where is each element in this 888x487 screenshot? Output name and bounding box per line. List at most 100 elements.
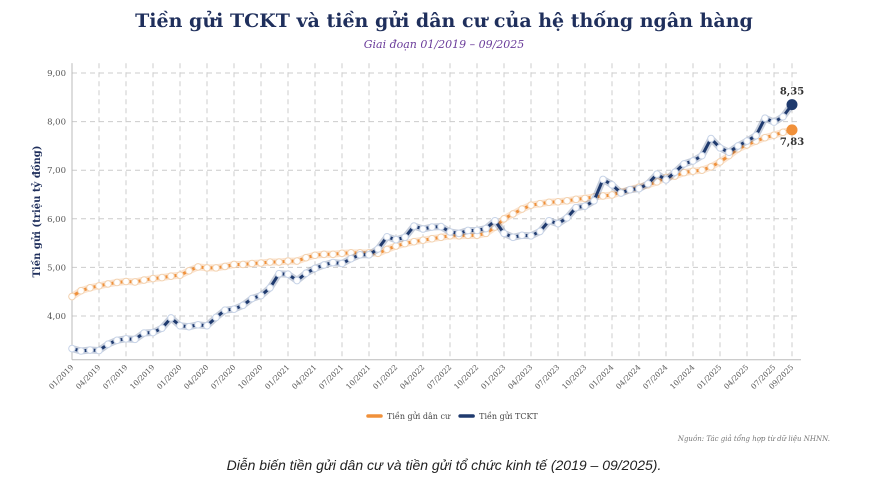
data-point xyxy=(68,292,76,301)
data-point xyxy=(95,282,103,290)
x-tick-label: 10/2022 xyxy=(452,363,481,392)
data-point xyxy=(446,228,454,236)
data-point xyxy=(455,229,463,238)
data-point xyxy=(320,261,328,269)
data-point xyxy=(779,112,787,121)
data-point xyxy=(104,280,112,288)
data-point xyxy=(77,347,85,355)
x-tick-label: 04/2024 xyxy=(614,363,643,392)
data-point xyxy=(338,259,346,268)
data-point xyxy=(707,134,715,143)
data-point xyxy=(176,271,184,279)
x-tick-label: 01/2021 xyxy=(263,363,291,391)
data-point xyxy=(536,227,544,236)
data-point xyxy=(131,335,139,344)
end-point xyxy=(786,99,798,111)
y-tick-label: 8,00 xyxy=(47,118,66,128)
x-tick-label: 01/2022 xyxy=(371,363,400,392)
data-point xyxy=(752,131,760,140)
data-point xyxy=(86,346,94,354)
data-point xyxy=(725,148,733,157)
data-point xyxy=(680,160,688,168)
data-point xyxy=(77,286,85,295)
data-point xyxy=(320,250,328,259)
end-value-label: 8,35 xyxy=(780,87,804,98)
data-point xyxy=(518,205,526,213)
data-point xyxy=(221,262,229,271)
data-point xyxy=(500,229,508,238)
data-point xyxy=(527,232,535,240)
data-point xyxy=(167,314,175,322)
data-point xyxy=(383,232,391,241)
x-tick-label: 04/2022 xyxy=(398,363,427,392)
data-point xyxy=(239,301,247,310)
data-point xyxy=(770,118,778,126)
data-point xyxy=(509,210,517,218)
data-point xyxy=(266,284,274,292)
x-tick-label: 07/2022 xyxy=(425,363,454,392)
data-point xyxy=(653,170,661,178)
x-tick-label: 04/2019 xyxy=(74,363,103,392)
x-tick-label: 01/2023 xyxy=(479,363,508,392)
data-point xyxy=(698,151,706,160)
data-point xyxy=(329,258,337,267)
data-point xyxy=(365,250,373,259)
data-point xyxy=(392,235,400,244)
data-point xyxy=(761,133,769,142)
data-point xyxy=(707,162,715,171)
x-tick-label: 10/2024 xyxy=(668,363,697,392)
data-point xyxy=(554,219,562,228)
x-tick-label: 04/2023 xyxy=(506,363,535,392)
data-point xyxy=(284,270,292,279)
data-point xyxy=(194,320,202,329)
chart-subtitle: Giai đoạn 01/2019 – 09/2025 xyxy=(363,38,525,51)
end-value-label: 7,83 xyxy=(780,137,804,148)
data-point xyxy=(68,344,76,353)
chart-title: Tiền gửi TCKT và tiền gửi dân cư của hệ … xyxy=(135,10,753,32)
legend-label: Tiền gửi dân cư xyxy=(387,412,451,421)
x-tick-label: 07/2024 xyxy=(641,363,670,392)
x-tick-label: 07/2020 xyxy=(209,363,238,392)
data-point xyxy=(545,198,553,207)
data-point xyxy=(176,321,184,330)
data-point xyxy=(122,277,130,286)
data-point xyxy=(113,278,121,287)
data-point xyxy=(581,202,589,210)
data-point xyxy=(302,253,310,262)
data-point xyxy=(329,250,337,259)
end-point xyxy=(786,124,798,136)
data-point xyxy=(347,254,355,263)
data-point xyxy=(419,225,427,233)
data-point xyxy=(473,226,481,235)
x-tick-label: 07/2019 xyxy=(101,363,130,392)
data-point xyxy=(572,203,580,212)
data-point xyxy=(374,245,382,253)
x-tick-label: 10/2020 xyxy=(236,363,265,392)
data-point xyxy=(293,276,301,285)
data-point xyxy=(500,215,508,223)
data-point xyxy=(302,269,310,278)
data-point xyxy=(644,180,652,188)
data-point xyxy=(509,233,517,242)
data-point xyxy=(734,142,742,150)
data-point xyxy=(284,257,292,265)
data-point xyxy=(419,236,427,244)
data-point xyxy=(239,260,247,269)
data-point xyxy=(464,226,472,235)
data-point xyxy=(131,278,139,286)
legend-label: Tiền gửi TCKT xyxy=(479,412,538,421)
data-point xyxy=(392,242,400,250)
data-point xyxy=(230,260,238,269)
data-point xyxy=(410,222,418,230)
x-tick-label: 01/2020 xyxy=(155,363,184,392)
data-point xyxy=(437,222,445,231)
data-point xyxy=(779,128,787,137)
y-axis-label: Tiền gửi (triệu tỷ đồng) xyxy=(31,146,43,278)
source-note: Nguồn: Tác giả tổng hợp từ dữ liệu NHNN. xyxy=(677,435,830,443)
data-point xyxy=(437,233,445,242)
data-point xyxy=(230,305,238,313)
data-point xyxy=(140,329,148,337)
data-point xyxy=(311,264,319,273)
data-point xyxy=(158,273,166,282)
